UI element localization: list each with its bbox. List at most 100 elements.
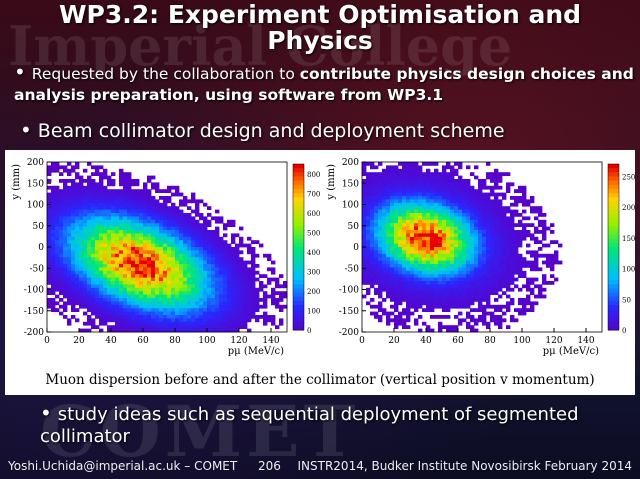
- heatmap-cell: [450, 281, 455, 285]
- heatmap-cell: [247, 291, 252, 295]
- heatmap-cell: [227, 257, 232, 261]
- heatmap-cell: [410, 192, 415, 197]
- heatmap-cell: [239, 243, 244, 248]
- heatmap-cell: [231, 315, 236, 319]
- heatmap-cell: [406, 250, 411, 255]
- heatmap-cell: [111, 172, 116, 176]
- heatmap-cell: [187, 311, 192, 316]
- heatmap-cell: [414, 172, 419, 176]
- heatmap-cell: [215, 264, 220, 268]
- heatmap-cell: [522, 311, 527, 316]
- heatmap-cell: [454, 192, 459, 197]
- heatmap-cell: [55, 199, 60, 204]
- heatmap-cell: [470, 325, 475, 329]
- heatmap-cell: [95, 216, 100, 221]
- heatmap-cell: [131, 219, 136, 224]
- heatmap-cell: [251, 274, 256, 278]
- heatmap-cell: [490, 206, 495, 210]
- heatmap-cell: [426, 175, 431, 180]
- heatmap-cell: [75, 243, 80, 248]
- heatmap-cell: [255, 301, 260, 306]
- heatmap-cell: [139, 301, 144, 306]
- heatmap-cell: [398, 223, 403, 227]
- heatmap-cell: [414, 270, 419, 275]
- heatmap-cell: [430, 175, 435, 180]
- heatmap-cell: [394, 270, 399, 275]
- heatmap-cell: [470, 223, 475, 227]
- colorbar-segment: [608, 292, 619, 298]
- heatmap-cell: [414, 219, 419, 224]
- heatmap-cell: [366, 199, 371, 204]
- heatmap-cell: [366, 233, 371, 238]
- heatmap-cell: [143, 281, 148, 285]
- heatmap-cell: [506, 274, 511, 278]
- heatmap-cell: [83, 284, 88, 289]
- heatmap-cell: [151, 206, 156, 210]
- heatmap-cell: [215, 291, 220, 295]
- heatmap-cell: [514, 209, 519, 214]
- heatmap-cell: [67, 189, 72, 193]
- heatmap-cell: [498, 175, 503, 180]
- heatmap-cell: [191, 199, 196, 204]
- heatmap-cell: [91, 301, 96, 306]
- heatmap-cell: [542, 253, 547, 258]
- heatmap-cell: [442, 216, 447, 221]
- heatmap-cell: [374, 219, 379, 224]
- heatmap-cell: [123, 216, 128, 221]
- heatmap-cell: [410, 209, 415, 214]
- heatmap-cell: [446, 165, 451, 170]
- heatmap-cell: [195, 236, 200, 241]
- heatmap-cell: [442, 168, 447, 173]
- heatmap-cell: [207, 301, 212, 306]
- heatmap-cell: [99, 284, 104, 289]
- heatmap-cell: [478, 179, 483, 183]
- heatmap-cell: [494, 304, 499, 309]
- heatmap-cell: [498, 308, 503, 312]
- heatmap-cell: [107, 243, 112, 248]
- heatmap-cell: [474, 260, 479, 265]
- heatmap-cell: [446, 202, 451, 207]
- heatmap-cell: [99, 185, 104, 190]
- heatmap-cell: [446, 243, 451, 248]
- heatmap-cell: [215, 240, 220, 244]
- heatmap-cell: [127, 182, 132, 187]
- heatmap-cell: [67, 226, 72, 231]
- heatmap-cell: [147, 175, 152, 180]
- heatmap-cell: [386, 311, 391, 316]
- heatmap-cell: [111, 315, 116, 319]
- heatmap-cell: [79, 196, 84, 200]
- heatmap-cell: [63, 226, 68, 231]
- heatmap-cell: [374, 179, 379, 183]
- heatmap-cell: [59, 287, 64, 292]
- heatmap-cell: [151, 182, 156, 187]
- heatmap-cell: [187, 250, 192, 255]
- heatmap-cell: [187, 274, 192, 278]
- heatmap-cell: [223, 325, 228, 329]
- heatmap-cell: [422, 223, 427, 227]
- heatmap-cell: [183, 328, 188, 333]
- heatmap-cell: [215, 230, 220, 234]
- heatmap-cell: [283, 291, 288, 295]
- heatmap-cell: [474, 247, 479, 251]
- heatmap-cell: [438, 250, 443, 255]
- heatmap-cell: [99, 192, 104, 197]
- heatmap-cell: [75, 277, 80, 282]
- heatmap-cell: [470, 236, 475, 241]
- heatmap-cell: [446, 226, 451, 231]
- heatmap-cell: [386, 175, 391, 180]
- heatmap-cell: [55, 196, 60, 200]
- heatmap-cell: [91, 284, 96, 289]
- heatmap-cell: [406, 247, 411, 251]
- heatmap-cell: [450, 182, 455, 187]
- heatmap-cell: [151, 315, 156, 319]
- heatmap-cell: [95, 199, 100, 204]
- heatmap-cell: [422, 243, 427, 248]
- heatmap-cell: [203, 202, 208, 207]
- heatmap-cell: [458, 298, 463, 302]
- heatmap-cell: [59, 216, 64, 221]
- heatmap-cell: [183, 264, 188, 268]
- heatmap-cell: [187, 206, 192, 210]
- heatmap-cell: [91, 294, 96, 299]
- heatmap-cell: [219, 247, 224, 251]
- colorbar-segment: [608, 300, 619, 306]
